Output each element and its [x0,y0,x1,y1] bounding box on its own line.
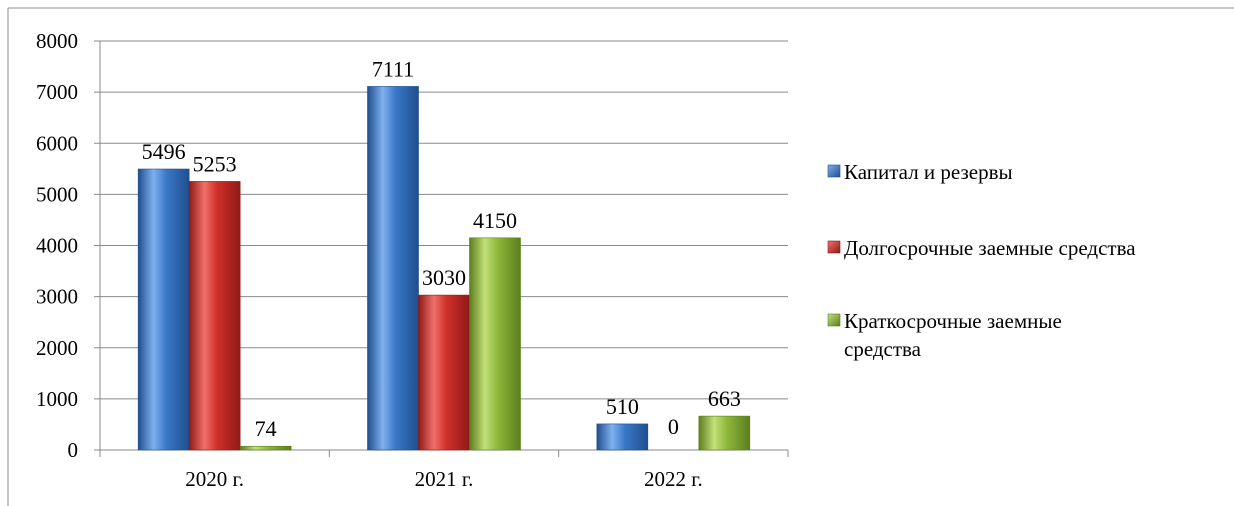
bar-краткосрочные-заемные-средства-2 [469,237,521,451]
legend-swatch-2 [827,240,841,254]
y-tick-label-7000: 7000 [36,80,78,104]
bar-капитал-и-резервы-2 [367,86,419,451]
data-label-долгосрочные-заемные-средства-2: 3030 [422,265,466,290]
y-tick-label-5000: 5000 [36,182,78,206]
y-tick-label-1000: 1000 [36,387,78,411]
y-tick-label-8000: 8000 [36,29,78,53]
data-label-капитал-и-резервы-3: 510 [606,394,639,419]
legend-label-3-line-1: Краткосрочные заемные [844,309,1062,333]
legend-swatch-1 [827,164,841,178]
legend-item-2: Долгосрочные заемные средства [827,236,1136,260]
bar-капитал-и-резервы-1 [137,168,190,451]
legend-label-1-line-1: Капитал и резервы [844,160,1013,184]
bar-долгосрочные-заемные-средства-1 [188,181,241,451]
data-label-краткосрочные-заемные-средства-3: 663 [708,386,741,411]
y-tick-label-3000: 3000 [36,285,78,309]
data-label-капитал-и-резервы-2: 7111 [372,56,414,81]
data-label-краткосрочные-заемные-средства-1: 74 [255,416,277,441]
legend-label-2-line-1: Долгосрочные заемные средства [844,236,1136,260]
bar-краткосрочные-заемные-средства-3 [698,415,751,451]
data-label-краткосрочные-заемные-средства-2: 4150 [473,208,517,233]
bar-долгосрочные-заемные-средства-2 [418,294,470,451]
legend-label-3-line-2: средства [844,337,922,361]
bar-краткосрочные-заемные-средства-1 [239,445,292,451]
y-tick-label-6000: 6000 [36,131,78,155]
bar-капитал-и-резервы-3 [596,423,649,451]
y-tick-label-0: 0 [68,438,79,462]
data-label-долгосрочные-заемные-средства-3: 0 [668,414,679,439]
x-tick-label-2: 2021 г. [415,467,474,491]
data-label-капитал-и-резервы-1: 5496 [142,139,186,164]
y-tick-label-4000: 4000 [36,234,78,258]
x-tick-label-3: 2022 г. [644,467,703,491]
y-tick-label-2000: 2000 [36,336,78,360]
legend-swatch-3 [827,313,841,327]
legend-item-1: Капитал и резервы [827,160,1013,184]
data-label-долгосрочные-заемные-средства-1: 5253 [193,151,237,176]
x-tick-label-1: 2020 г. [185,467,244,491]
legend-item-3: Краткосрочные заемные средства [827,309,1062,361]
